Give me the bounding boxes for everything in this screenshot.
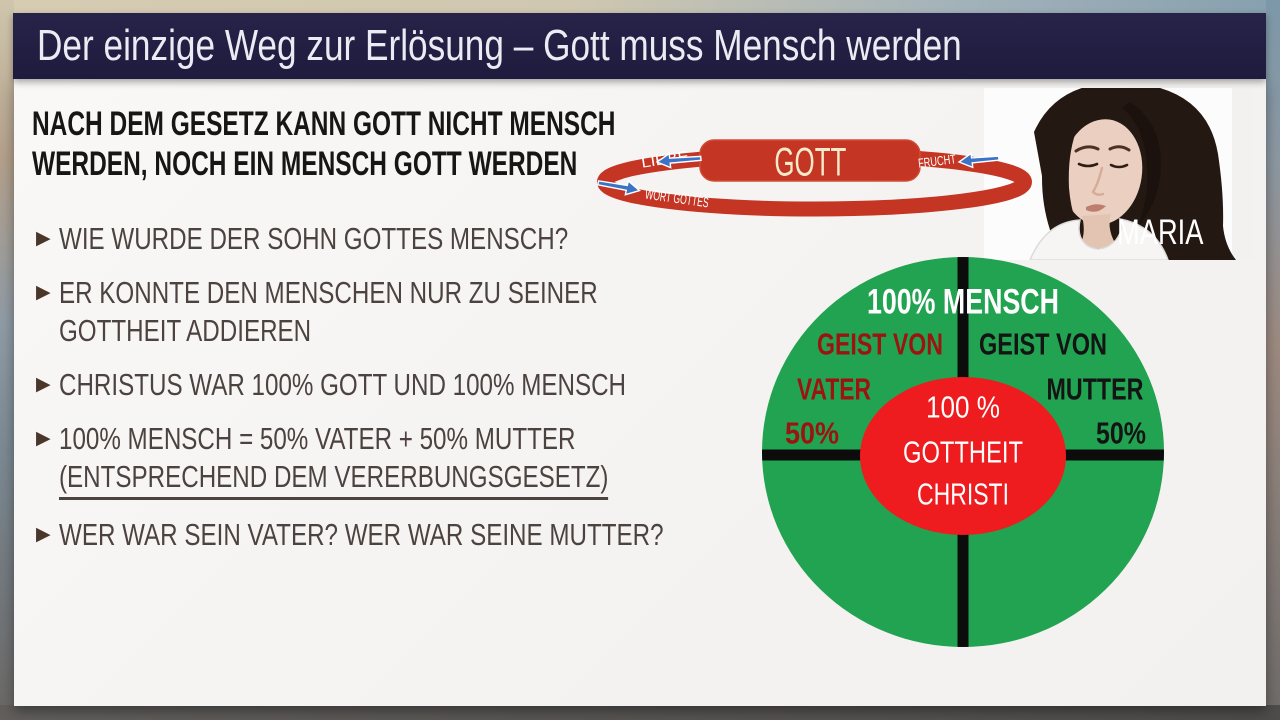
list-item: ▶ 100% MENSCH = 50% VATER + 50% MUTTER (…	[36, 420, 726, 500]
triangle-bullet-icon: ▶	[36, 228, 51, 249]
backdrop-top-strip	[0, 0, 1280, 14]
maria-portrait-illustration	[984, 88, 1253, 260]
bullet-text-line-2: GOTTHEIT ADDIEREN	[58, 313, 311, 348]
frucht-arrow-icon	[957, 152, 1000, 169]
quadrant-circle-diagram: 100% MENSCH GEIST VON VATER 50% GEIST VO…	[762, 257, 1164, 647]
wort-gottes-arrow-icon	[596, 179, 641, 196]
eyebrow-right	[1108, 145, 1131, 152]
gott-ring-diagram: GOTT LIEBE FRUCHT WORT GOTTES	[596, 139, 1032, 217]
blouse-shape	[1029, 217, 1169, 260]
triangle-bullet-icon: ▶	[36, 524, 51, 545]
triangle-bullet-icon: ▶	[36, 428, 51, 449]
maria-label: MARIA	[1117, 213, 1204, 252]
triangle-bullet-icon: ▶	[36, 282, 51, 303]
slide-title: Der einzige Weg zur Erlösung – Gott muss…	[37, 21, 962, 70]
center-red-circle	[860, 377, 1066, 535]
slide-title-bar: Der einzige Weg zur Erlösung – Gott muss…	[13, 13, 1266, 79]
backdrop-right-strip	[1266, 0, 1280, 720]
list-item: ▶ WER WAR SEIN VATER? WER WAR SEINE MUTT…	[36, 516, 726, 554]
eye-right	[1109, 163, 1129, 169]
top-quadrant-label: 100% MENSCH	[867, 283, 1059, 322]
maria-photo: MARIA	[984, 88, 1253, 260]
list-item: ▶ WIE WURDE DER SOHN GOTTES MENSCH?	[36, 220, 726, 258]
heading-line-2: WERDEN, NOCH EIN MENSCH GOTT WERDEN	[32, 145, 578, 183]
section-heading: NACH DEM GESETZ KANN GOTT NICHT MENSCH W…	[32, 104, 842, 184]
left-quadrant-line-2: VATER	[797, 372, 871, 407]
list-item: ▶ CHRISTUS WAR 100% GOTT UND 100% MENSCH	[36, 366, 726, 404]
bullet-text: ER KONNTE DEN MENSCHEN NUR ZU SEINER	[58, 275, 598, 310]
nose-line	[1091, 166, 1105, 196]
eye-left	[1077, 162, 1099, 168]
bullet-text: 100% MENSCH = 50% VATER + 50% MUTTER	[58, 421, 576, 456]
bullet-text: CHRISTUS WAR 100% GOTT UND 100% MENSCH	[58, 367, 626, 402]
heading-line-1: NACH DEM GESETZ KANN GOTT NICHT MENSCH	[32, 105, 616, 143]
hair-strand-left	[1042, 118, 1094, 260]
bullet-text-underlined: (ENTSPRECHEND DEM VERERBUNGSGESETZ)	[58, 458, 609, 500]
center-label-line-3: CHRISTI	[917, 477, 1009, 512]
bullet-list: ▶ WIE WURDE DER SOHN GOTTES MENSCH? ▶ ER…	[36, 220, 726, 570]
backdrop-bottom-strip	[0, 705, 1280, 720]
eyebrow-left	[1074, 145, 1100, 153]
gott-box-label: GOTT	[774, 139, 846, 184]
right-quadrant-line-1: GEIST VON	[979, 327, 1107, 362]
backdrop-left-strip	[0, 0, 14, 720]
neck-shape	[1078, 214, 1118, 248]
photo-edge-shade	[1232, 88, 1253, 260]
lips-shape	[1086, 204, 1106, 212]
bullet-text: WER WAR SEIN VATER? WER WAR SEINE MUTTER…	[58, 517, 664, 552]
center-label-line-1: 100 %	[926, 390, 1000, 425]
center-label-line-2: GOTTHEIT	[903, 435, 1023, 470]
list-item: ▶ ER KONNTE DEN MENSCHEN NUR ZU SEINER G…	[36, 274, 726, 350]
left-quadrant-line-3: 50%	[785, 416, 839, 451]
triangle-bullet-icon: ▶	[36, 374, 51, 395]
frucht-label: FRUCHT	[917, 151, 957, 171]
left-quadrant-line-1: GEIST VON	[817, 327, 943, 362]
bullet-text: WIE WURDE DER SOHN GOTTES MENSCH?	[58, 221, 568, 256]
right-quadrant-line-3: 50%	[1096, 416, 1146, 451]
hair-strand-right	[1122, 102, 1161, 226]
liebe-arrow-icon	[655, 152, 702, 169]
right-quadrant-line-2: MUTTER	[1047, 372, 1144, 407]
